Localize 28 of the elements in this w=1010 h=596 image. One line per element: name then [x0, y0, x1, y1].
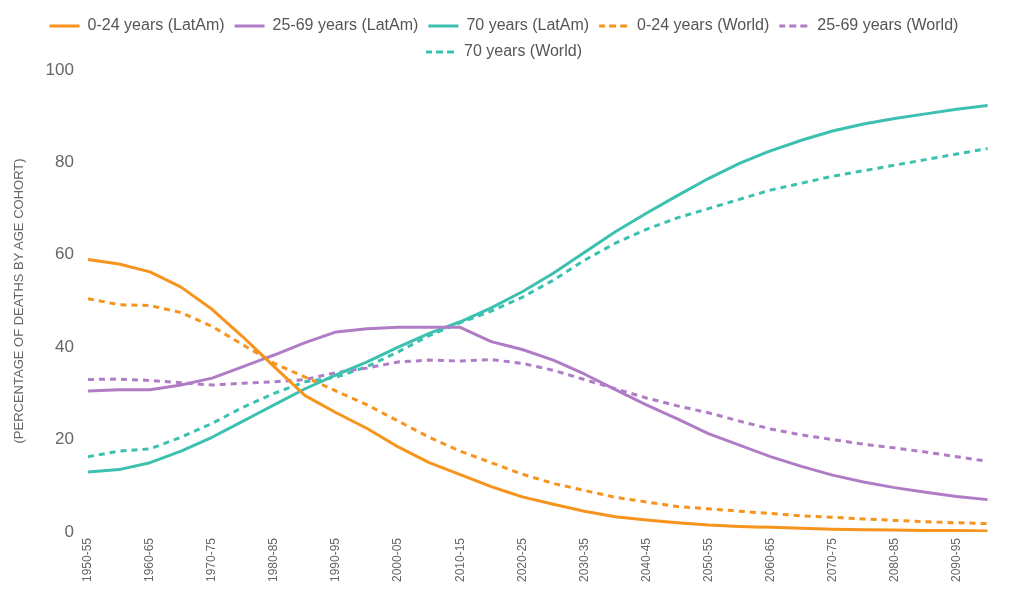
legend-label: 0-24 years (World) [637, 16, 770, 34]
y-tick-label: 20 [55, 429, 74, 449]
x-tick-label: 2030-35 [576, 537, 591, 583]
x-tick-label: 2080-85 [886, 537, 901, 583]
x-tick-label: 1950-55 [80, 537, 95, 583]
x-tick-label: 2020-25 [514, 537, 529, 583]
x-tick-label: 1990-95 [328, 537, 343, 583]
legend-label: 70 years (World) [464, 42, 582, 60]
x-tick-label: 2010-15 [452, 537, 467, 583]
x-tick-label: 2090-95 [948, 537, 963, 583]
x-tick-label: 2050-55 [700, 537, 715, 583]
y-tick-label: 100 [45, 59, 74, 79]
legend-label: 0-24 years (LatAm) [87, 16, 225, 34]
y-tick-label: 80 [55, 152, 74, 172]
y-axis-title: (PERCENTAGE OF DEATHS BY AGE COHORT) [11, 158, 27, 444]
x-tick-label: 1970-75 [204, 537, 219, 583]
x-tick-label: 1980-85 [266, 537, 281, 583]
x-tick-label: 2060-65 [762, 537, 777, 583]
legend-label: 25-69 years (World) [817, 16, 959, 34]
legend-label: 25-69 years (LatAm) [272, 16, 419, 34]
x-tick-label: 2040-45 [638, 537, 653, 583]
x-tick-label: 2000-05 [390, 537, 405, 583]
y-tick-label: 0 [64, 521, 74, 541]
x-tick-label: 1960-65 [142, 537, 157, 583]
x-tick-label: 2070-75 [824, 537, 839, 583]
y-tick-label: 60 [55, 244, 74, 264]
legend-label: 70 years (LatAm) [466, 16, 590, 34]
y-tick-label: 40 [55, 336, 74, 356]
